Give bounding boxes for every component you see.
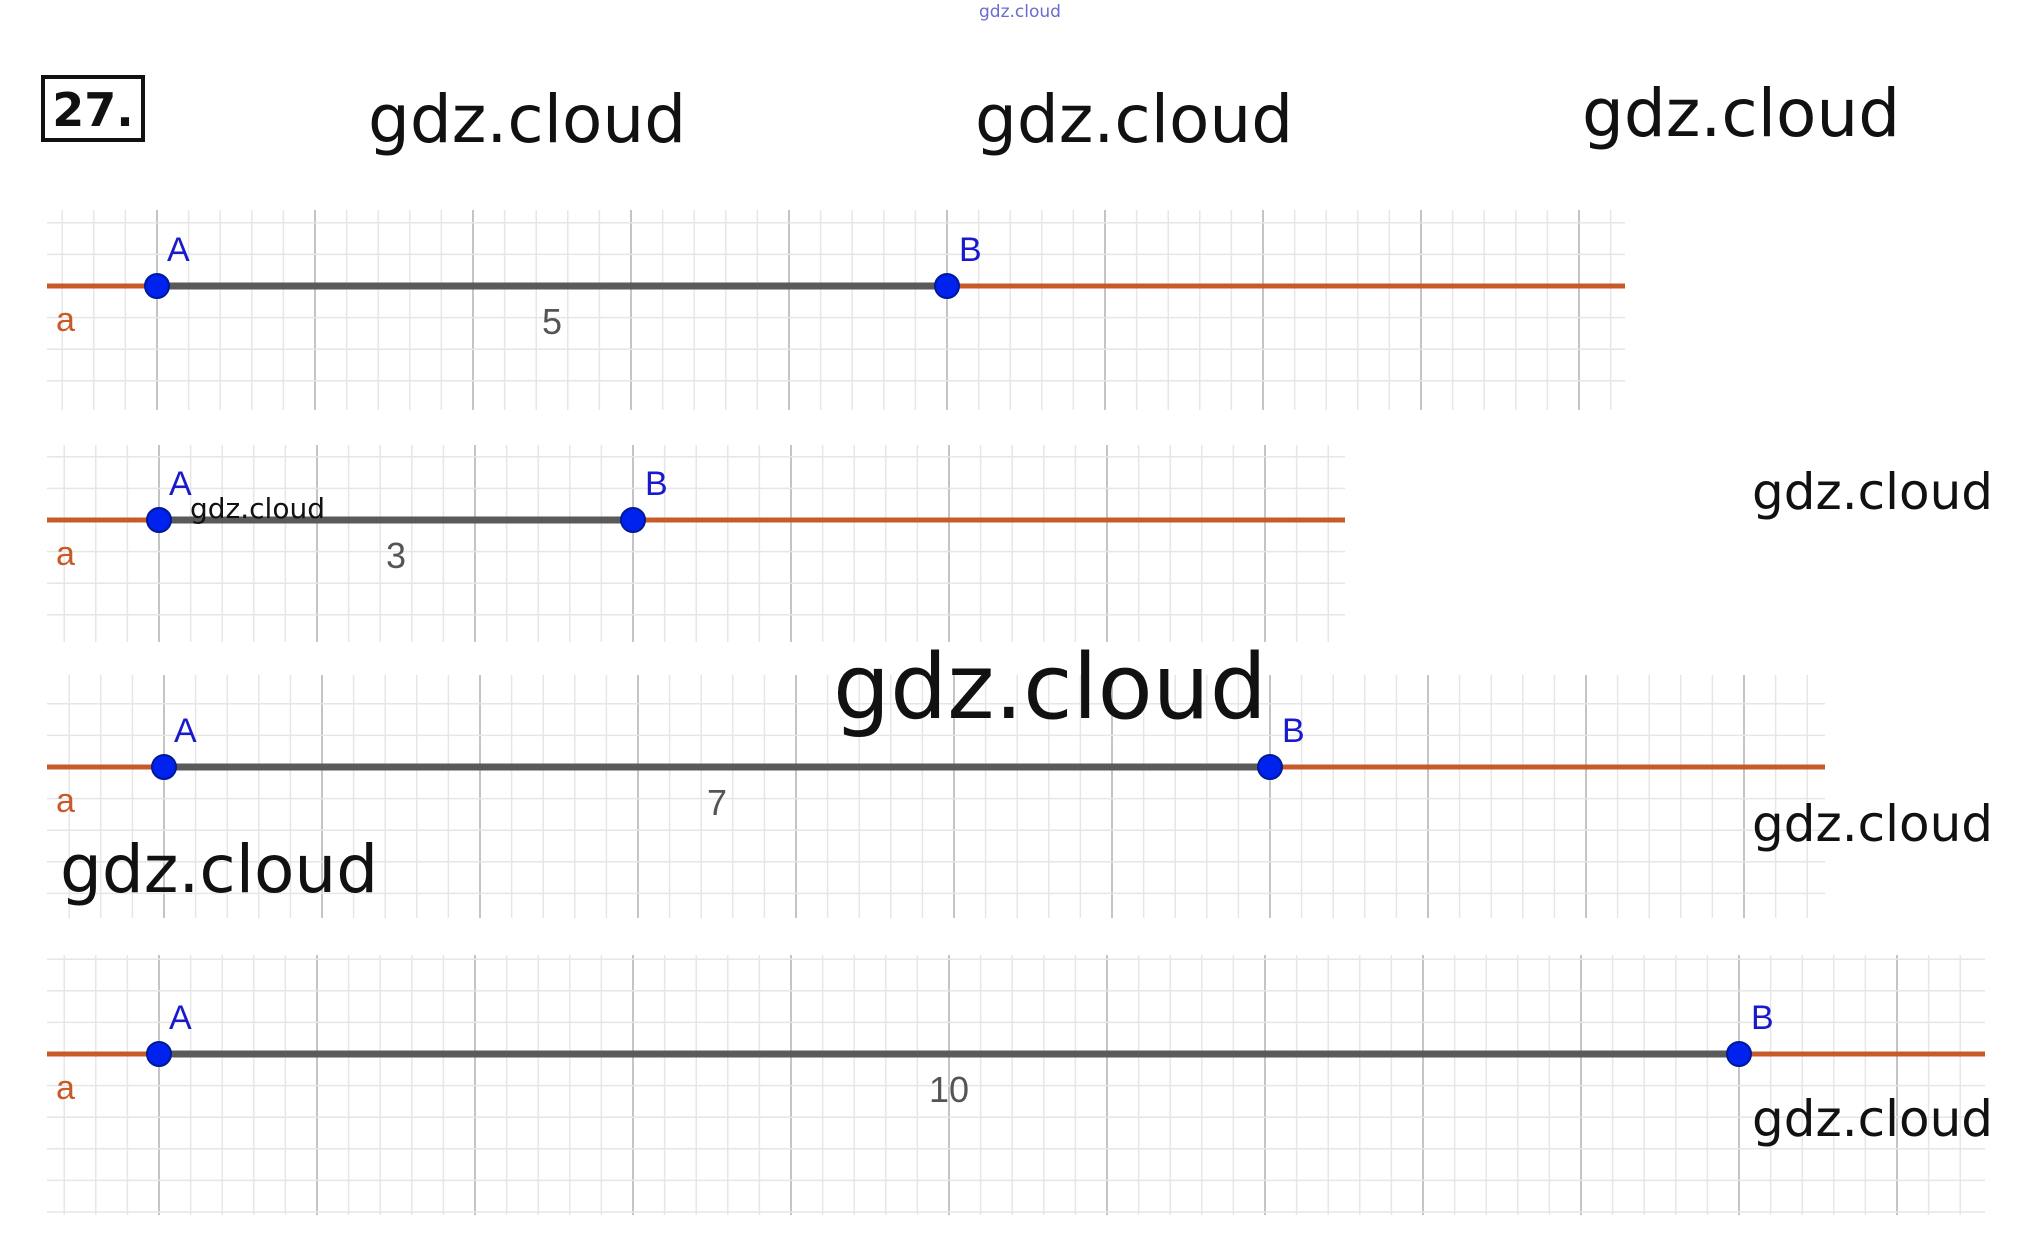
grid	[47, 955, 1985, 1215]
top-source-label: gdz.cloud	[979, 2, 1061, 22]
watermark: gdz.cloud	[833, 635, 1267, 740]
watermark: gdz.cloud	[1752, 795, 1993, 853]
diagram-segment-ab-3: A Ba 3	[47, 445, 1345, 642]
point-a-label: A	[169, 465, 192, 503]
watermark: gdz.cloud	[368, 81, 686, 158]
diagram-segment-ab-10: A Ba 10	[47, 955, 1985, 1215]
segment-length-label: 10	[929, 1069, 969, 1110]
diagram-segment-ab-7: A Ba 7	[47, 675, 1825, 918]
point-a-label: A	[169, 999, 192, 1037]
grid	[47, 445, 1345, 642]
line-a-label: a	[56, 782, 75, 820]
segment-length-label: 3	[386, 535, 406, 576]
point-b-label: B	[1751, 999, 1774, 1037]
segment-length-label: 7	[707, 782, 727, 823]
problem-number: 27.	[52, 83, 134, 137]
point-b-label: B	[959, 231, 982, 269]
watermark: gdz.cloud	[60, 831, 378, 908]
grid	[47, 675, 1825, 918]
watermark: gdz.cloud	[190, 492, 325, 525]
point-b	[1726, 1041, 1752, 1067]
point-b-label: B	[645, 465, 668, 503]
line-a-label: a	[56, 1069, 75, 1107]
problem-number-box	[41, 75, 145, 142]
point-a	[146, 1041, 172, 1067]
watermark: gdz.cloud	[975, 81, 1293, 158]
point-b	[934, 273, 960, 299]
diagram-segment-ab-5: A Ba 5	[47, 210, 1625, 410]
point-a	[146, 507, 172, 533]
point-a-label: A	[167, 231, 190, 269]
watermark: gdz.cloud	[1752, 1090, 1993, 1148]
point-a	[151, 754, 177, 780]
grid	[47, 210, 1625, 410]
watermark: gdz.cloud	[1582, 75, 1900, 152]
point-b	[620, 507, 646, 533]
watermark: gdz.cloud	[1752, 463, 1993, 521]
point-a-label: A	[174, 712, 197, 750]
point-b-label: B	[1282, 712, 1305, 750]
line-a-label: a	[56, 535, 75, 573]
point-b	[1257, 754, 1283, 780]
line-a-label: a	[56, 301, 75, 339]
segment-length-label: 5	[542, 301, 562, 342]
point-a	[144, 273, 170, 299]
